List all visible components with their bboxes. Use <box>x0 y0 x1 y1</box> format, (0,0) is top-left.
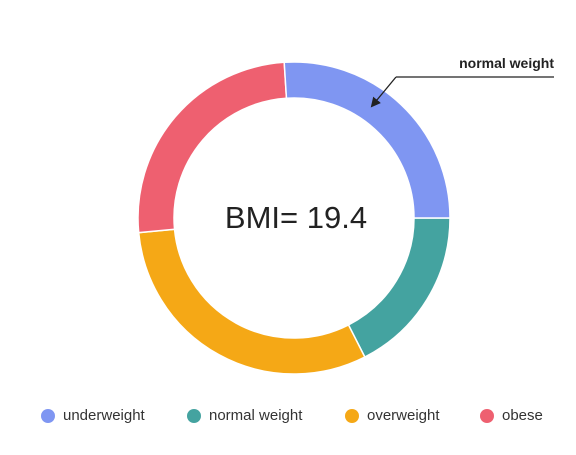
annotation-arrow <box>370 76 397 108</box>
legend: underweight normal weight overweight obese <box>41 407 543 424</box>
legend-swatch-obese <box>480 409 494 423</box>
slice-normal-weight <box>347 217 451 359</box>
annotation-text: normal weight <box>459 55 554 71</box>
center-label: BMI= 19.4 <box>225 200 367 235</box>
legend-swatch-underweight <box>41 409 55 423</box>
legend-label-underweight: underweight <box>63 407 146 424</box>
legend-swatch-overweight <box>345 409 359 423</box>
slice-underweight <box>283 61 451 219</box>
annotation: normal weight <box>370 55 554 108</box>
legend-label-obese: obese <box>502 407 543 424</box>
legend-label-overweight: overweight <box>367 407 440 424</box>
legend-swatch-normal-weight <box>187 409 201 423</box>
slice-overweight <box>137 228 366 375</box>
donut-slices <box>137 61 451 375</box>
legend-label-normal-weight: normal weight <box>209 407 303 424</box>
